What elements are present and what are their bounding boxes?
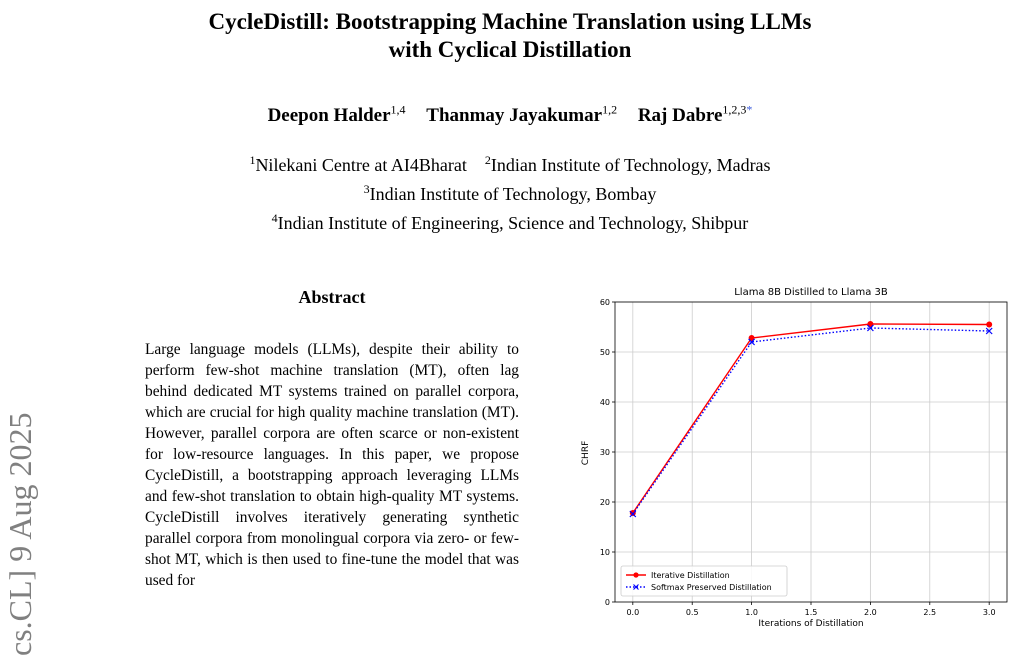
legend-label: Iterative Distillation bbox=[651, 571, 730, 580]
affiliation: 3Indian Institute of Technology, Bombay bbox=[363, 182, 657, 204]
series-line bbox=[632, 323, 990, 514]
x-tick-label: 0.5 bbox=[686, 608, 699, 617]
legend-marker bbox=[633, 584, 639, 590]
y-tick-label: 0 bbox=[605, 598, 610, 607]
affiliation: 4Indian Institute of Engineering, Scienc… bbox=[271, 211, 749, 233]
y-tick-label: 40 bbox=[600, 398, 610, 407]
data-point bbox=[748, 338, 756, 346]
legend-box bbox=[620, 565, 788, 597]
y-tick-label: 20 bbox=[600, 498, 610, 507]
x-tick-label: 1.5 bbox=[805, 608, 818, 617]
y-tick-label: 60 bbox=[600, 298, 610, 307]
data-point bbox=[985, 327, 993, 335]
x-tick-label: 2.0 bbox=[864, 608, 877, 617]
abstract-text: Large language models (LLMs), despite th… bbox=[145, 341, 519, 589]
data-point bbox=[629, 510, 637, 518]
y-tick-label: 10 bbox=[600, 548, 610, 557]
legend-label: Softmax Preserved Distillation bbox=[651, 583, 772, 592]
y-axis-label: CHRF bbox=[581, 441, 591, 465]
paper-title: CycleDistill: Bootstrapping Machine Tran… bbox=[150, 8, 870, 64]
x-tick-label: 2.5 bbox=[923, 608, 936, 617]
author: Deepon Halder1,4 bbox=[267, 103, 406, 127]
affiliations: 1Nilekani Centre at AI4Bharat 2Indian Ins… bbox=[150, 148, 870, 235]
data-point bbox=[866, 324, 874, 332]
x-axis-label: Iterations of Distillation bbox=[758, 619, 863, 629]
corresponding-author-mark[interactable]: * bbox=[746, 103, 753, 117]
results-chart: Llama 8B Distilled to Llama 3B Iteration… bbox=[581, 287, 1008, 629]
author: Raj Dabre1,2,3* bbox=[637, 103, 753, 127]
data-point bbox=[867, 321, 874, 327]
author-list: Deepon Halder1,4 Thanmay Jayakumar1,2 Ra… bbox=[150, 98, 870, 128]
chart-legend: Iterative Distillation Softmax Preserved … bbox=[620, 565, 788, 597]
x-tick-label: 0.0 bbox=[626, 608, 639, 617]
data-point bbox=[986, 321, 993, 328]
legend-marker bbox=[633, 572, 639, 578]
arxiv-id-text: cs.CL] 9 Aug 2025 bbox=[2, 412, 38, 656]
arxiv-identifier: cs.CL] 9 Aug 2025 bbox=[0, 330, 40, 656]
affiliation: 1Nilekani Centre at AI4Bharat bbox=[249, 153, 467, 175]
x-tick-label: 3.0 bbox=[983, 608, 996, 617]
series-softmax-preserved-distillation bbox=[629, 324, 993, 518]
x-tick-label: 1.0 bbox=[745, 608, 758, 617]
y-tick-label: 50 bbox=[600, 348, 610, 357]
affiliation: 2Indian Institute of Technology, Madras bbox=[484, 153, 771, 175]
data-point bbox=[748, 335, 755, 341]
chart-title: Llama 8B Distilled to Llama 3B bbox=[734, 287, 888, 298]
title-line-1: CycleDistill: Bootstrapping Machine Tran… bbox=[208, 9, 812, 34]
affiliation-line: 1Nilekani Centre at AI4Bharat 2Indian Ins… bbox=[150, 148, 870, 177]
title-line-2: with Cyclical Distillation bbox=[388, 37, 632, 62]
author: Thanmay Jayakumar1,2 bbox=[426, 103, 618, 127]
abstract-heading: Abstract bbox=[298, 287, 366, 307]
y-tick-label: 30 bbox=[600, 448, 610, 457]
